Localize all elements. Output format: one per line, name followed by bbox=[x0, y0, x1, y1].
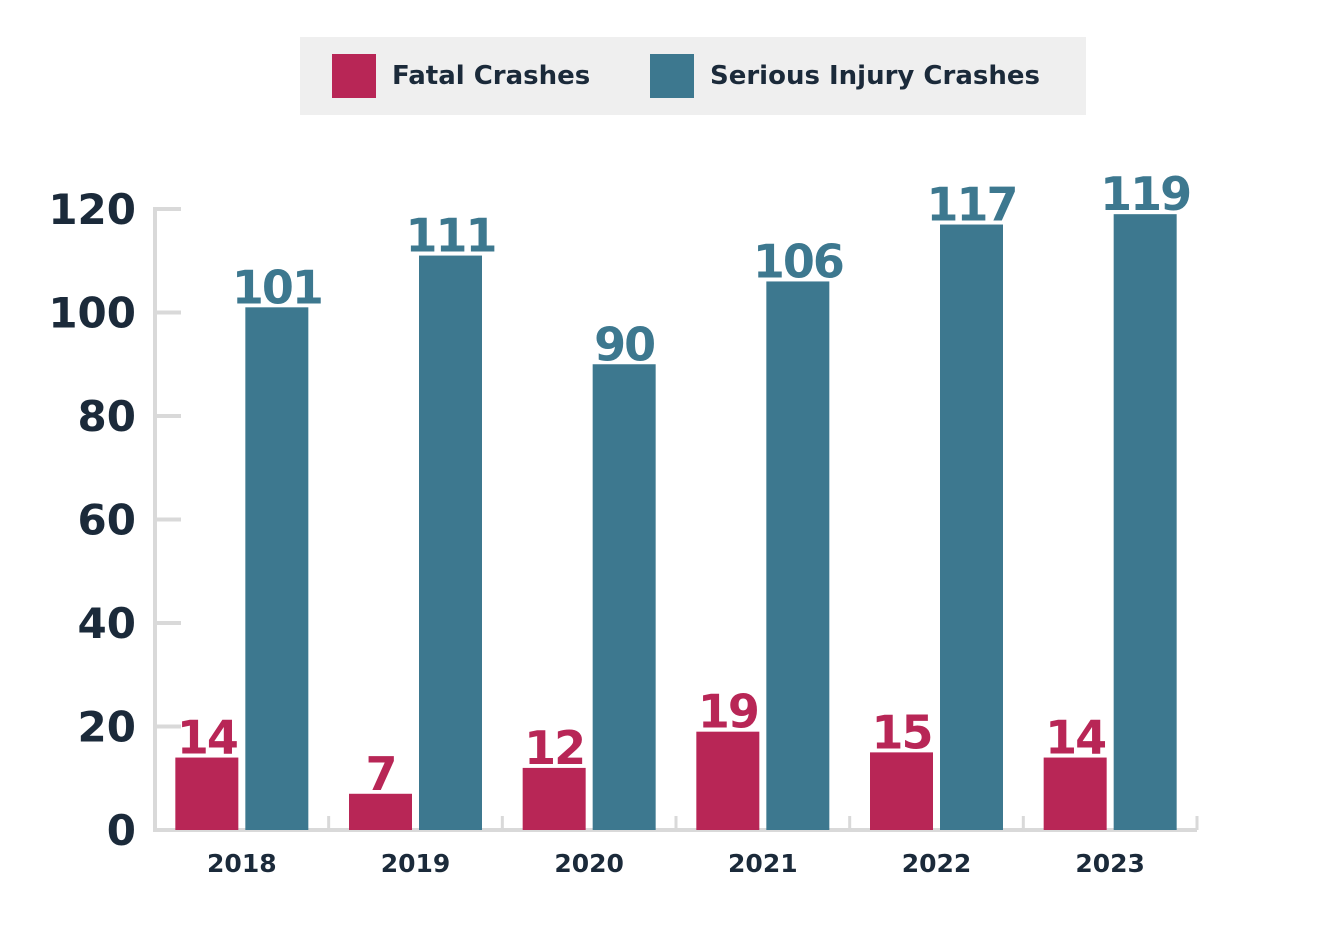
bar-fatal-2023 bbox=[1043, 757, 1107, 830]
legend-item-fatal-crashes: Fatal Crashes bbox=[332, 37, 590, 115]
y-tick-label: 60 bbox=[78, 496, 136, 545]
y-tick-label: 80 bbox=[78, 392, 136, 441]
data-label-fatal-2019: 7 bbox=[365, 747, 395, 801]
data-label-serious-2022: 117 bbox=[926, 178, 1016, 232]
y-tick-label: 100 bbox=[48, 289, 136, 338]
legend: Fatal Crashes Serious Injury Crashes bbox=[300, 37, 1086, 115]
x-tick-label: 2021 bbox=[728, 849, 798, 878]
data-labels: 14 101 7 111 12 90 19 106 15 117 14 119 bbox=[177, 167, 1192, 801]
x-tick-label: 2020 bbox=[554, 849, 624, 878]
bar-serious-2019 bbox=[419, 255, 482, 830]
bars bbox=[175, 214, 1177, 831]
bar-fatal-2018 bbox=[175, 757, 239, 830]
data-label-serious-2020: 90 bbox=[594, 317, 654, 371]
legend-label-fatal: Fatal Crashes bbox=[392, 61, 591, 91]
data-label-serious-2021: 106 bbox=[753, 234, 843, 288]
x-tick-label: 2018 bbox=[207, 849, 277, 878]
x-tick-label: 2019 bbox=[381, 849, 451, 878]
legend-item-serious-injury-crashes: Serious Injury Crashes bbox=[650, 37, 1040, 115]
legend-swatch-serious bbox=[650, 54, 694, 98]
data-label-fatal-2021: 19 bbox=[698, 685, 758, 739]
data-label-fatal-2023: 14 bbox=[1045, 711, 1105, 765]
data-label-serious-2023: 119 bbox=[1100, 167, 1190, 221]
bar-fatal-2019 bbox=[349, 793, 412, 830]
data-label-serious-2018: 101 bbox=[232, 260, 322, 314]
bar-serious-2020 bbox=[592, 364, 656, 830]
legend-label-serious: Serious Injury Crashes bbox=[710, 61, 1040, 91]
data-label-fatal-2020: 12 bbox=[524, 721, 584, 775]
data-label-fatal-2022: 15 bbox=[871, 705, 931, 759]
bar-serious-2018 bbox=[245, 307, 309, 830]
data-label-fatal-2018: 14 bbox=[177, 711, 237, 765]
y-tick-label: 120 bbox=[48, 185, 136, 234]
legend-swatch-fatal bbox=[332, 54, 376, 98]
y-tick-label: 40 bbox=[78, 599, 136, 648]
bar-serious-2023 bbox=[1113, 214, 1177, 831]
data-label-serious-2019: 111 bbox=[405, 209, 495, 263]
y-tick-label: 20 bbox=[78, 703, 136, 752]
y-tick-label: 0 bbox=[107, 806, 136, 855]
bar-serious-2022 bbox=[940, 224, 1003, 830]
x-tick-label: 2023 bbox=[1075, 849, 1145, 878]
x-tick-label: 2022 bbox=[902, 849, 972, 878]
bar-fatal-2020 bbox=[522, 767, 586, 830]
bar-serious-2021 bbox=[766, 281, 830, 830]
bar-fatal-2021 bbox=[696, 731, 760, 830]
axes: 0 20 40 60 80 100 120 2018 2019 2020 2021 2022 2023 bbox=[48, 185, 1199, 878]
bar-fatal-2022 bbox=[870, 752, 933, 830]
